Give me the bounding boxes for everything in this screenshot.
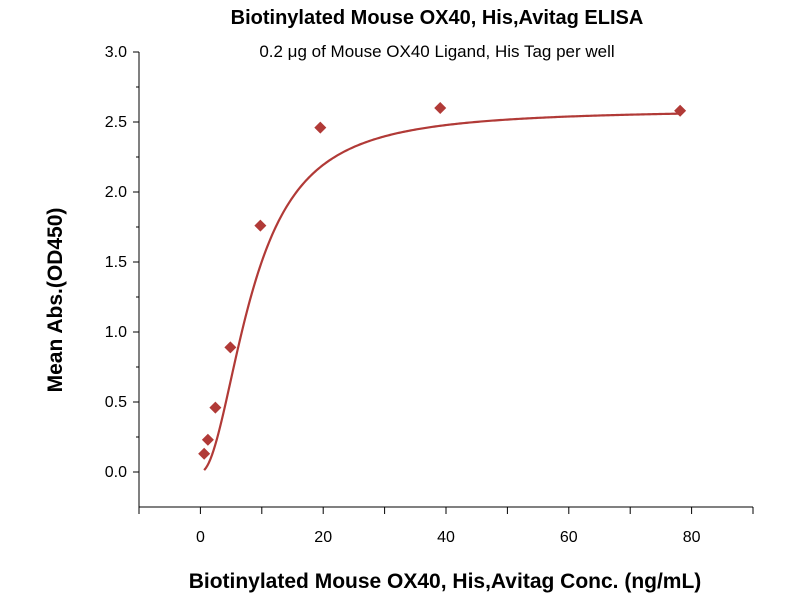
y-tick-label: 1.5	[105, 254, 127, 271]
data-point-diamond	[209, 401, 222, 414]
data-point-diamond	[674, 104, 687, 117]
data-point-diamond	[201, 433, 214, 446]
axes: 0.0 0.5 1.0 1.5 2.0 2.5 3.0 0 20 40 60 80	[105, 44, 754, 546]
chart-subtitle: 0.2 μg of Mouse OX40 Ligand, His Tag per…	[259, 42, 614, 61]
data-point-diamond	[224, 341, 237, 354]
data-point-diamond	[198, 447, 211, 460]
y-tick-label: 2.5	[105, 114, 127, 131]
y-tick-label: 0.0	[105, 464, 127, 481]
data-point-diamond	[314, 121, 327, 134]
data-point-diamond	[254, 219, 267, 232]
data-point-diamond	[434, 102, 447, 114]
x-axis-label: Biotinylated Mouse OX40, His,Avitag Conc…	[189, 570, 702, 593]
fit-curve-layer	[203, 112, 681, 471]
y-tick-label: 2.0	[105, 184, 127, 201]
data-points-layer	[198, 102, 687, 460]
chart-title: Biotinylated Mouse OX40, His,Avitag ELIS…	[231, 7, 644, 29]
x-tick-label: 40	[437, 529, 455, 546]
fit-curve	[203, 112, 681, 471]
y-tick-label: 0.5	[105, 394, 127, 411]
y-tick-label: 3.0	[105, 44, 127, 61]
x-tick-label: 60	[560, 529, 578, 546]
y-tick-label: 1.0	[105, 324, 127, 341]
x-tick-label: 80	[683, 529, 701, 546]
x-tick-label: 20	[314, 529, 332, 546]
x-tick-label: 0	[196, 529, 205, 546]
y-axis-label: Mean Abs.(OD450)	[44, 208, 67, 393]
